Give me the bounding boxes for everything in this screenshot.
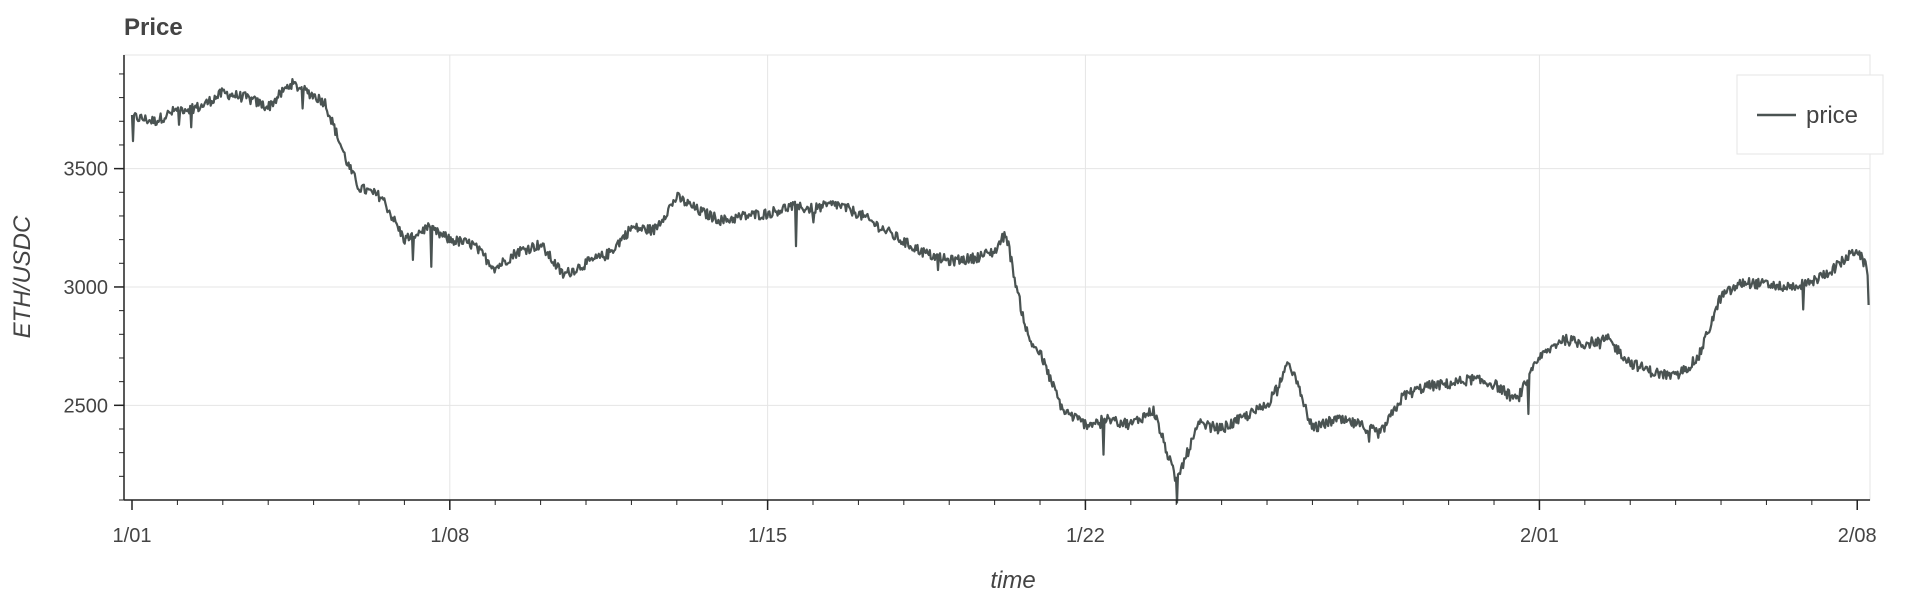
x-tick-label: 2/01 (1520, 525, 1559, 547)
y-tick-label: 3500 (64, 159, 109, 181)
plot-frame (123, 54, 1871, 501)
series-line-price (130, 77, 1870, 504)
chart-title: Price (124, 14, 183, 41)
grid-lines (124, 55, 1870, 500)
legend: price (1736, 74, 1884, 155)
axes: 1/01 1/08 1/15 1/22 2/01 2/08 2500 3000 3500 (64, 55, 1877, 547)
y-tick-label: 2500 (64, 395, 109, 417)
x-tick-label: 2/08 (1838, 525, 1877, 547)
x-tick-label: 1/08 (430, 525, 469, 547)
x-axis-label: time (990, 567, 1035, 594)
x-tick-label: 1/01 (113, 525, 152, 547)
legend-label-price: price (1806, 102, 1858, 129)
x-tick-label: 1/15 (748, 525, 787, 547)
series-layer (130, 77, 1870, 504)
y-tick-label: 3000 (64, 277, 109, 299)
x-tick-label: 1/22 (1066, 525, 1105, 547)
y-axis-label: ETH/USDC (9, 215, 36, 338)
